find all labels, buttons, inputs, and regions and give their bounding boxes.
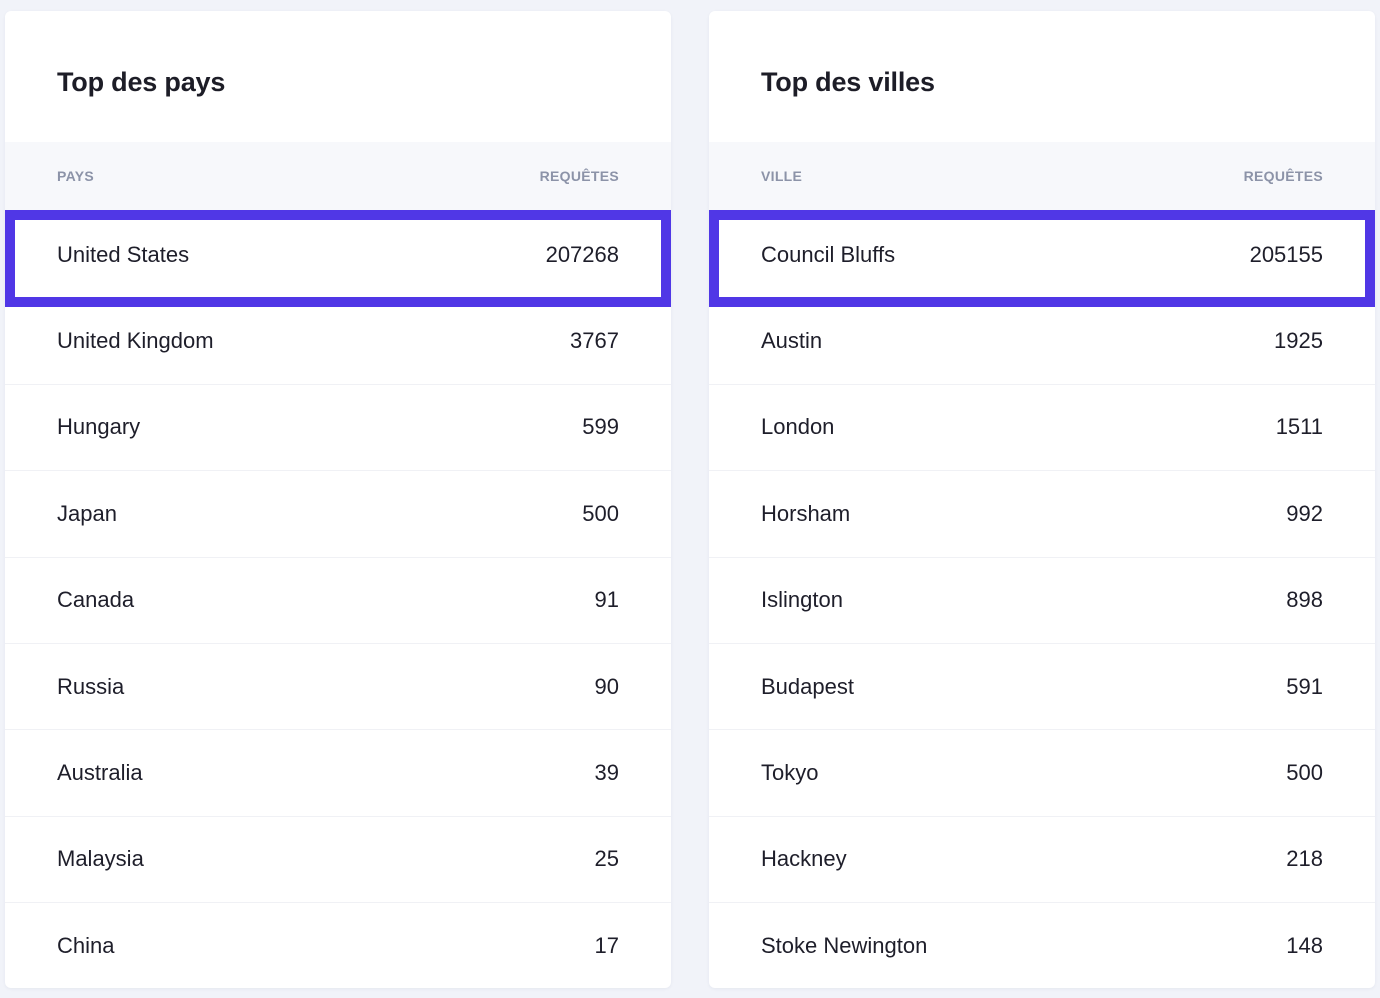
request-count: 90: [594, 673, 619, 699]
table-row: Russia 90: [5, 644, 671, 731]
city-name: Stoke Newington: [761, 933, 928, 959]
table-row: Japan 500: [5, 471, 671, 558]
top-countries-panel: Top des pays PAYS REQUÊTES United States…: [5, 11, 671, 988]
request-count: 500: [1286, 760, 1323, 786]
country-name: United States: [57, 241, 190, 267]
table-row: Malaysia 25: [5, 817, 671, 904]
table-row: Stoke Newington 148: [709, 903, 1375, 989]
request-count: 148: [1286, 933, 1323, 959]
panel-title: Top des villes: [761, 67, 935, 97]
country-name: Hungary: [57, 414, 141, 440]
request-count: 1511: [1275, 414, 1323, 440]
country-name: China: [57, 933, 115, 959]
city-name: London: [761, 414, 835, 440]
country-name: United Kingdom: [57, 328, 214, 354]
request-count: 17: [594, 933, 619, 959]
top-cities-panel: Top des villes VILLE REQUÊTES Council Bl…: [709, 11, 1375, 988]
column-header-requests: REQUÊTES: [539, 168, 619, 184]
table-row: Austin 1925: [709, 298, 1375, 385]
table-row: Australia 39: [5, 730, 671, 817]
panel-title: Top des pays: [57, 67, 226, 97]
request-count: 25: [594, 846, 619, 872]
city-name: Horsham: [761, 500, 851, 526]
table-header: PAYS REQUÊTES: [5, 142, 671, 210]
request-count: 39: [594, 760, 619, 786]
countries-table-body: United States 207268 United Kingdom 3767…: [5, 212, 671, 990]
table-row: Hungary 599: [5, 385, 671, 472]
city-name: Council Bluffs: [761, 241, 896, 267]
city-name: Budapest: [761, 673, 854, 699]
table-row: Tokyo 500: [709, 730, 1375, 817]
table-row: Council Bluffs 205155: [709, 212, 1375, 299]
column-header-country: PAYS: [57, 168, 94, 184]
request-count: 898: [1286, 587, 1323, 613]
country-name: Australia: [57, 760, 143, 786]
city-name: Hackney: [761, 846, 847, 872]
request-count: 207268: [545, 241, 619, 267]
request-count: 1925: [1274, 328, 1323, 354]
request-count: 591: [1286, 673, 1323, 699]
request-count: 3767: [570, 328, 619, 354]
table-row: Horsham 992: [709, 471, 1375, 558]
table-header: VILLE REQUÊTES: [709, 142, 1375, 210]
request-count: 992: [1286, 500, 1323, 526]
table-row: Budapest 591: [709, 644, 1375, 731]
request-count: 91: [594, 587, 619, 613]
country-name: Canada: [57, 587, 135, 613]
city-name: Austin: [761, 328, 823, 354]
request-count: 599: [582, 414, 619, 440]
table-row: Islington 898: [709, 558, 1375, 644]
column-header-requests: REQUÊTES: [1243, 168, 1323, 184]
country-name: Malaysia: [57, 846, 144, 872]
country-name: Japan: [57, 500, 117, 526]
table-row: Canada 91: [5, 558, 671, 644]
table-row: Hackney 218: [709, 817, 1375, 904]
city-name: Tokyo: [761, 760, 819, 786]
request-count: 205155: [1249, 241, 1323, 267]
column-header-city: VILLE: [761, 168, 803, 184]
request-count: 500: [582, 500, 619, 526]
table-row: London 1511: [709, 385, 1375, 472]
cities-table-body: Council Bluffs 205155 Austin 1925 London…: [709, 212, 1375, 990]
request-count: 218: [1286, 846, 1323, 872]
country-name: Russia: [57, 673, 125, 699]
table-row: United States 207268: [5, 212, 671, 299]
city-name: Islington: [761, 587, 843, 613]
table-row: China 17: [5, 903, 671, 989]
table-row: United Kingdom 3767: [5, 298, 671, 385]
